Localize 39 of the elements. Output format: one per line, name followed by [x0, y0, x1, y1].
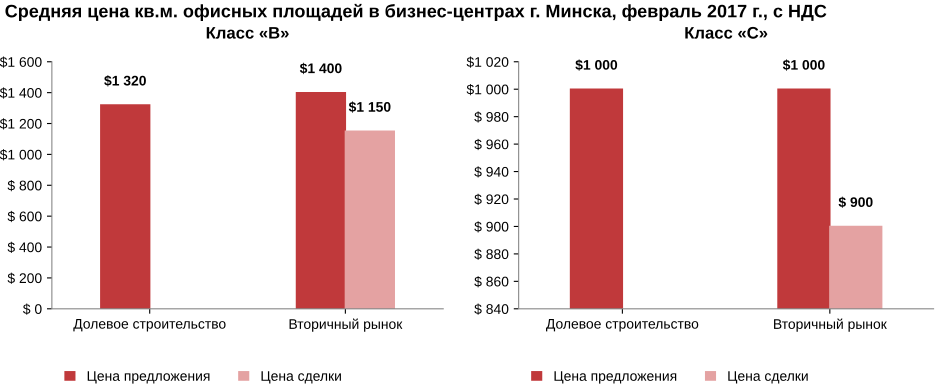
- y-tick-label: $ 900: [474, 221, 508, 232]
- y-tick-label: $ 0: [22, 304, 42, 315]
- y-tick-label: $1 000: [0, 149, 42, 160]
- y-tick-label: $ 980: [474, 111, 508, 123]
- chart-title: Средняя цена кв.м. офисных площадей в бизнес-центрах г. Минска, февраль 2017 г., с НДС: [5, 4, 826, 22]
- y-tick-label: $ 920: [474, 194, 508, 205]
- legend-label: Цена сделки: [262, 371, 341, 384]
- chart-subtitle: Класс «С»: [685, 26, 768, 39]
- data-label: $1 400: [300, 62, 342, 74]
- data-label: $1 150: [348, 101, 391, 113]
- y-tick-label: $ 960: [474, 138, 508, 150]
- y-tick-label: $1 000: [466, 84, 508, 96]
- data-label: $1 320: [104, 75, 146, 86]
- data-label: $1 000: [782, 59, 825, 71]
- x-tick-label: Долевое строительство: [73, 319, 226, 332]
- y-tick-label: $ 940: [474, 166, 508, 178]
- y-tick-label: $ 400: [8, 242, 42, 254]
- bar: [296, 92, 346, 309]
- x-tick-label: Вторичный рынок: [290, 318, 402, 332]
- legend-label: Цена предложения: [88, 371, 210, 384]
- data-label: $ 900: [838, 196, 873, 208]
- y-tick-label: $1 020: [466, 56, 508, 68]
- bar: [344, 130, 395, 309]
- y-tick-label: $ 800: [8, 180, 42, 192]
- chart-subtitle: Класс «В»: [206, 27, 289, 39]
- y-tick-label: $ 840: [474, 304, 508, 315]
- x-tick-label: Вторичный рынок: [774, 318, 887, 332]
- y-tick-label: $ 200: [8, 272, 42, 284]
- data-label: $1 000: [575, 59, 618, 71]
- y-tick-label: $ 600: [8, 210, 42, 222]
- legend-label: Цена сделки: [728, 371, 808, 384]
- y-tick-label: $ 880: [474, 248, 508, 260]
- y-tick-label: $1 200: [0, 118, 42, 130]
- x-tick-label: Долевое строительство: [546, 319, 698, 332]
- y-tick-label: $ 860: [474, 276, 508, 288]
- y-tick-label: $1 600: [0, 56, 42, 68]
- legend-label: Цена предложения: [554, 371, 676, 384]
- bar: [100, 104, 150, 309]
- y-tick-label: $1 400: [0, 87, 42, 99]
